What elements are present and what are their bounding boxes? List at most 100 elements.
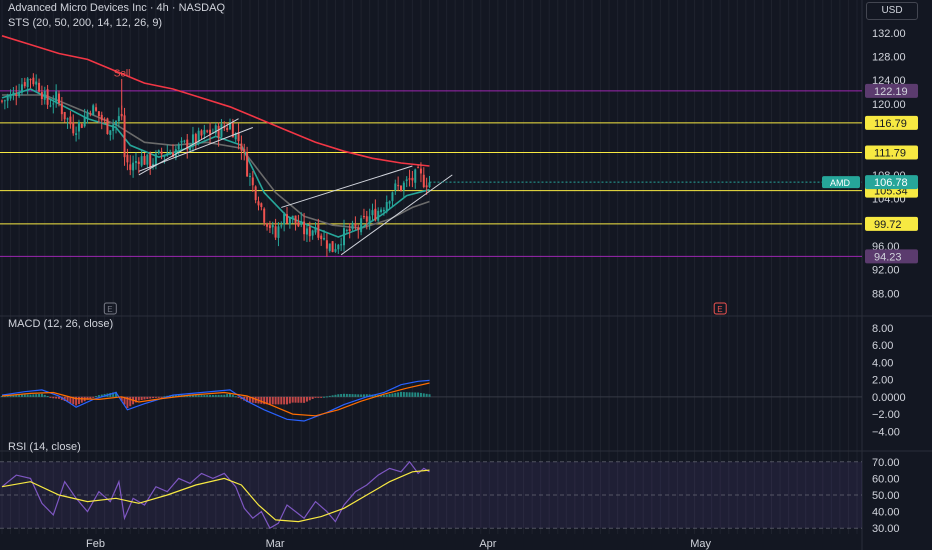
macd-histogram-bar	[266, 396, 269, 405]
macd-histogram-bar	[72, 396, 75, 405]
candle-body	[129, 164, 132, 170]
macd-histogram-bar	[286, 396, 288, 405]
trendline	[281, 165, 413, 208]
macd-histogram-bar	[308, 396, 311, 401]
macd-histogram-bar	[297, 396, 300, 403]
macd-legend[interactable]: MACD (12, 26, close)	[8, 318, 114, 330]
candle-body	[240, 143, 243, 151]
macd-histogram-bar	[229, 393, 231, 397]
earnings-marker-label: E	[107, 305, 112, 314]
candle-body	[411, 177, 414, 181]
macd-histogram-bar	[143, 396, 146, 400]
candle-body	[220, 124, 223, 137]
candle-body	[331, 241, 334, 253]
candle-body	[271, 225, 274, 228]
macd-line	[1, 379, 430, 422]
macd-histogram-bar	[86, 396, 89, 400]
trendline	[340, 174, 453, 256]
macd-histogram-bar	[246, 396, 249, 403]
candle-body	[1, 100, 3, 102]
candle-body	[109, 130, 112, 135]
time-axis-label: Feb	[86, 538, 105, 550]
candle-body	[417, 167, 420, 169]
horizontal-levels[interactable]	[0, 90, 862, 257]
candle-body	[305, 228, 308, 235]
currency-selector[interactable]: USD	[866, 2, 918, 20]
macd-histogram-bar	[66, 396, 69, 403]
candle-body	[203, 129, 206, 135]
candle-body	[43, 90, 46, 100]
macd-tick-label: 4.00	[872, 357, 893, 369]
candle-body	[425, 185, 428, 188]
candle-body	[263, 208, 266, 223]
candle-body	[92, 105, 95, 116]
sts-legend[interactable]: STS (20, 50, 200, 14, 12, 26, 9)	[8, 17, 163, 29]
price-axis[interactable]: 132.00128.00124.00120.00108.00104.0096.0…	[429, 28, 919, 535]
candle-body	[374, 208, 377, 221]
candle-body	[18, 92, 21, 97]
macd-tick-label: 0.0000	[872, 392, 906, 404]
macd-histogram-bar	[97, 395, 100, 397]
macd-histogram-bar	[1, 395, 3, 397]
macd-histogram-bar	[382, 395, 385, 397]
macd-histogram-bar	[80, 396, 83, 403]
macd-histogram-bar	[380, 394, 383, 397]
macd-histogram-bar	[146, 396, 149, 399]
macd-histogram-bar	[38, 393, 41, 397]
candle-body	[63, 111, 66, 120]
candle-body	[169, 153, 172, 155]
candle-body	[328, 243, 331, 251]
macd-histogram-bar	[123, 396, 126, 405]
macd-histogram-bar	[314, 396, 317, 398]
time-axis[interactable]: Feb Mar Apr May	[86, 538, 711, 550]
macd-histogram-bar	[52, 396, 55, 399]
candle-body	[180, 140, 183, 143]
candle-body	[206, 130, 209, 132]
candle-body	[123, 115, 126, 158]
macd-histogram-bar	[152, 396, 155, 399]
candle-body	[340, 244, 343, 246]
candle-body	[26, 78, 29, 88]
candle-body	[388, 201, 391, 204]
candle-body	[163, 156, 166, 158]
macd-histogram-bar	[254, 396, 257, 404]
price-tick-label: 88.00	[872, 288, 900, 300]
candle-body	[320, 235, 323, 240]
macd-histogram-bar	[334, 394, 337, 397]
candle-body	[197, 130, 200, 143]
candle-body	[351, 222, 354, 230]
rsi-pane[interactable]	[1, 460, 430, 530]
candle-body	[360, 218, 363, 233]
macd-histogram-bar	[348, 394, 351, 397]
macd-histogram-bar	[397, 392, 400, 397]
candle-body	[248, 175, 251, 177]
macd-pane[interactable]	[1, 379, 431, 422]
macd-histogram-bar	[425, 393, 428, 397]
macd-histogram-bar	[172, 394, 174, 397]
candle-body	[12, 92, 15, 96]
candle-body	[260, 203, 263, 208]
time-axis-label: May	[690, 538, 711, 550]
candle-body	[117, 116, 120, 122]
candle-body	[126, 154, 129, 163]
price-pane[interactable]: Sell E E	[1, 35, 727, 315]
macd-histogram-bar	[277, 396, 280, 405]
candle-body	[317, 224, 320, 238]
macd-histogram-bar	[305, 396, 308, 402]
macd-histogram-bar	[374, 394, 377, 397]
candle-body	[32, 77, 35, 85]
rsi-legend[interactable]: RSI (14, close)	[8, 441, 81, 453]
symbol-title[interactable]: Advanced Micro Devices Inc · 4h · NASDAQ	[8, 2, 226, 14]
macd-histogram-bar	[194, 395, 197, 397]
candle-body	[35, 81, 38, 85]
level-tag	[865, 216, 918, 231]
candle-body	[334, 249, 337, 252]
macd-histogram-bar	[274, 396, 277, 405]
trendline	[138, 127, 253, 172]
ema-200-line	[1, 35, 430, 167]
macd-histogram-bar	[137, 396, 140, 401]
price-tick-label: 128.00	[872, 51, 906, 63]
macd-histogram-bar	[343, 393, 345, 397]
